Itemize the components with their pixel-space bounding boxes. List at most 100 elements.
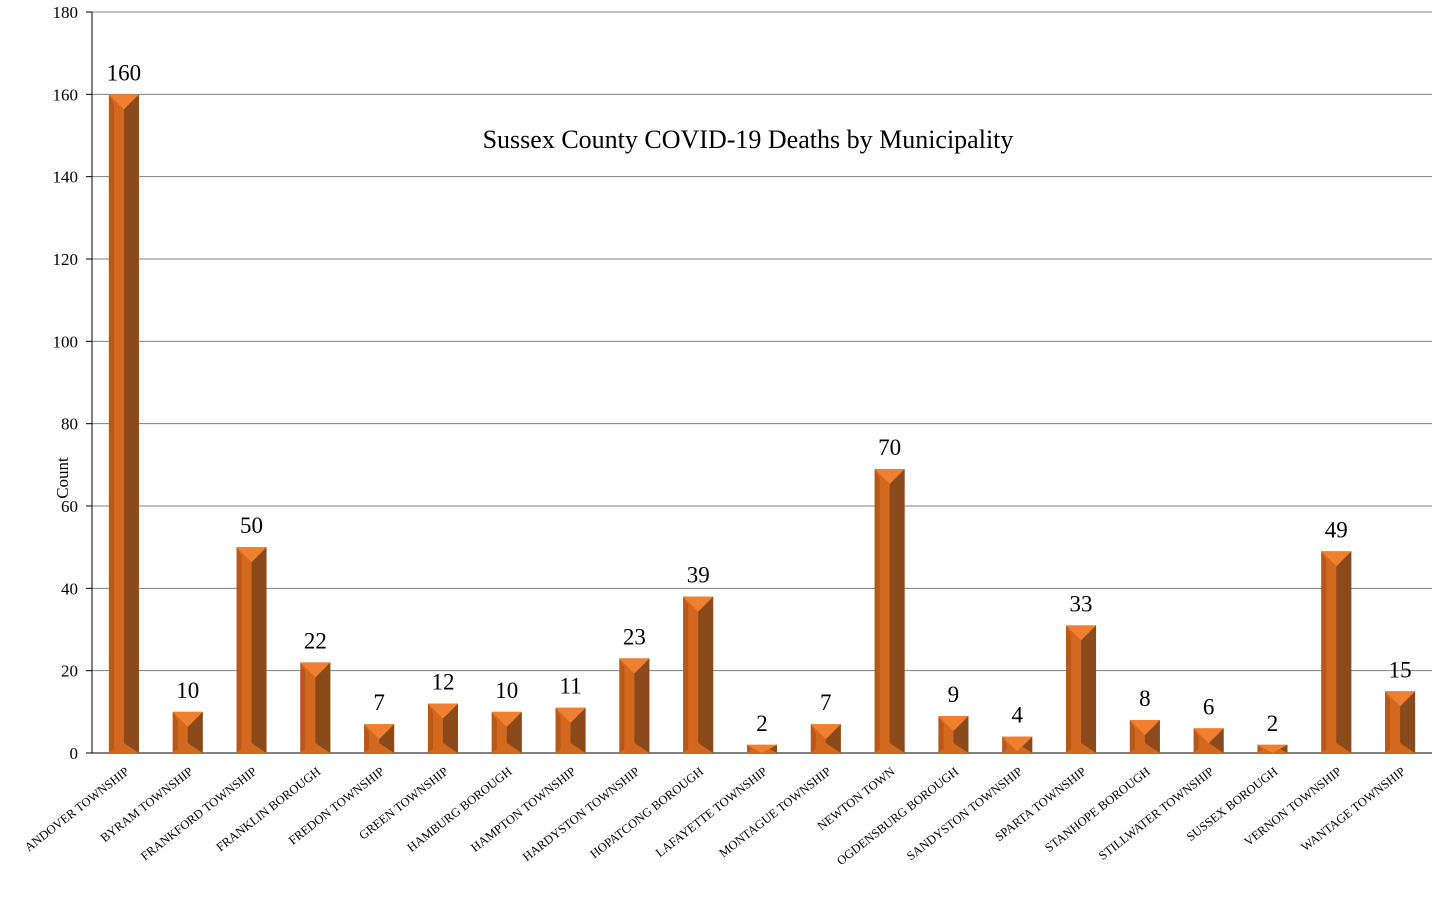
y-tick-label: 160 [53, 85, 79, 104]
bar-cap [1066, 625, 1097, 641]
y-tick-label: 180 [53, 3, 79, 22]
bar-side [1208, 728, 1224, 753]
bar [683, 596, 714, 753]
bar-side [442, 703, 458, 753]
bar-side [506, 711, 522, 753]
bar-bevel [810, 724, 816, 753]
bar [1321, 551, 1352, 753]
x-tick-label: STILLWATER TOWNSHIP [1096, 764, 1217, 862]
bar-bevel [1129, 720, 1135, 753]
bar-cap [810, 724, 841, 740]
x-tick-label: LAFAYETTE TOWNSHIP [653, 764, 770, 860]
bar-cap [427, 703, 458, 719]
bar [108, 94, 139, 754]
y-tick-label: 140 [53, 168, 79, 187]
bar [1129, 720, 1160, 753]
data-label: 22 [304, 628, 327, 653]
x-tick-label: SANDYSTON TOWNSHIP [904, 764, 1025, 863]
bar-side [251, 547, 267, 753]
grid-lines [92, 11, 1432, 754]
bar [427, 703, 458, 753]
bar-cap [491, 711, 522, 727]
data-label: 7 [373, 690, 385, 715]
bar [364, 724, 395, 753]
bar-cap [1257, 744, 1288, 753]
bar-bevel [1321, 551, 1327, 753]
bar-bevel [300, 662, 306, 753]
bar-bevel [683, 596, 689, 753]
bar-cap [555, 707, 586, 723]
bar-cap [1385, 691, 1416, 707]
bar-cap [364, 724, 395, 740]
bar [874, 468, 905, 753]
bar-cap [300, 662, 331, 678]
data-label: 12 [431, 670, 454, 695]
x-tick-label: FRANKFORD TOWNSHIP [138, 764, 259, 863]
bar [619, 658, 650, 753]
y-tick-label: 0 [70, 744, 79, 763]
bar [747, 744, 777, 753]
x-tick-label: HARDYSTON TOWNSHIP [520, 764, 642, 864]
bar-bevel [1257, 744, 1263, 753]
x-tick-label: HOPATCONG BOROUGH [587, 764, 706, 861]
bar-bevel [1385, 691, 1391, 753]
bar-side [698, 596, 714, 753]
bar-side [123, 94, 139, 754]
bar-bevel [1066, 625, 1072, 753]
y-tick-label: 120 [53, 250, 79, 269]
x-tick-label: ANDOVER TOWNSHIP [22, 764, 132, 854]
bar-bevel [172, 711, 178, 753]
x-tick-label: WANTAGE TOWNSHIP [1298, 764, 1408, 854]
bar [1002, 736, 1033, 753]
bars [108, 94, 1416, 754]
x-tick-label: OGDENSBURG BOROUGH [834, 764, 961, 868]
bar [1193, 728, 1224, 753]
bar-bevel [364, 724, 370, 753]
bar [172, 711, 203, 753]
y-tick-label: 60 [61, 497, 78, 516]
data-label: 4 [1011, 703, 1023, 728]
data-label: 70 [878, 435, 901, 460]
x-tick-label: HAMPTON TOWNSHIP [468, 764, 578, 854]
bar-side [1081, 625, 1097, 753]
bar-side [953, 715, 969, 753]
bar-side [570, 707, 586, 753]
bar-cap [747, 744, 777, 753]
bar-side [889, 468, 905, 753]
bar-cap [1193, 728, 1224, 744]
data-label: 49 [1325, 517, 1348, 542]
bar-cap [1321, 551, 1352, 567]
bar-side [634, 658, 650, 753]
data-label: 7 [820, 690, 832, 715]
data-label: 33 [1070, 591, 1093, 616]
bar-cap [683, 596, 714, 612]
bar-side [187, 711, 203, 753]
data-label: 10 [495, 678, 518, 703]
bar [491, 711, 522, 753]
bar-bevel [1193, 728, 1199, 753]
bar-bevel [747, 744, 752, 753]
bar [236, 547, 267, 753]
bar-bevel [108, 94, 114, 754]
data-label: 10 [176, 678, 199, 703]
data-label: 2 [756, 711, 768, 736]
bar-side [315, 662, 331, 753]
bar-bevel [938, 715, 944, 753]
bar-cap [1129, 720, 1160, 736]
x-tick-label: HAMBURG BOROUGH [404, 764, 514, 854]
x-tick-label: MONTAGUE TOWNSHIP [716, 764, 833, 860]
bar-cap [1002, 736, 1033, 752]
data-label: 15 [1389, 657, 1412, 682]
data-label: 160 [107, 60, 142, 85]
x-tick-label: FRANKLIN BOROUGH [214, 764, 324, 854]
bar-side [825, 724, 841, 753]
bar-side [379, 724, 395, 753]
bar [300, 662, 331, 753]
y-tick-label: 100 [53, 332, 79, 351]
bar-side [1400, 691, 1416, 753]
bar [1385, 691, 1416, 753]
chart-title: Sussex County COVID-19 Deaths by Municip… [483, 125, 1014, 154]
bar-bevel [491, 711, 497, 753]
data-labels: 160 10 50 22 7 12 10 11 23 39 2 7 70 9 4 33 8 6 2 49 15 [107, 60, 1412, 735]
